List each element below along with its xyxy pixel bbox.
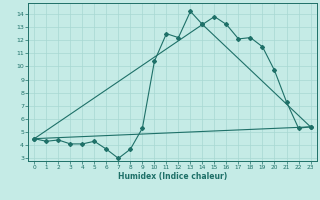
X-axis label: Humidex (Indice chaleur): Humidex (Indice chaleur) — [118, 172, 227, 181]
